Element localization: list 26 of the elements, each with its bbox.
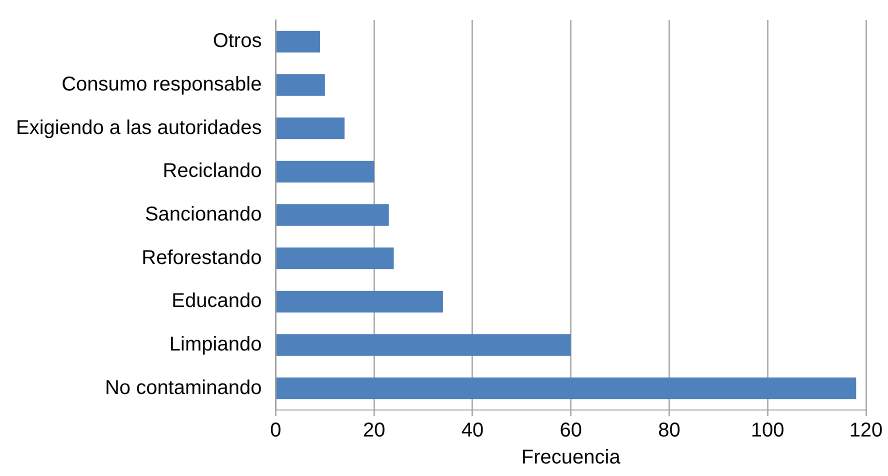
x-tick-label: 60 [560, 420, 582, 442]
y-tick-label: Educando [172, 290, 262, 312]
x-tick-label: 40 [461, 420, 484, 442]
bar [276, 290, 443, 312]
bar [276, 334, 571, 356]
x-tick-label: 100 [750, 420, 784, 442]
y-tick-label: No contaminando [104, 376, 262, 399]
x-axis-title: Frecuencia [521, 446, 622, 469]
bar [276, 30, 320, 52]
bar [276, 74, 325, 96]
bar [276, 248, 394, 270]
x-tick-label: 80 [658, 420, 680, 442]
y-tick-label: Reciclando [162, 160, 262, 182]
bar [276, 378, 856, 400]
x-tick-label: 0 [270, 420, 282, 442]
y-tick-label: Otros [212, 30, 262, 52]
y-tick-label: Sancionando [144, 204, 262, 226]
x-tick-label: 120 [849, 420, 883, 442]
bar [276, 160, 374, 182]
x-tick-label: 20 [362, 420, 386, 442]
bar [276, 118, 345, 140]
y-tick-label: Exigiendo a las autoridades [16, 116, 262, 139]
y-tick-label: Limpiando [169, 334, 262, 356]
y-tick-label: Consumo responsable [62, 74, 262, 96]
bar [276, 204, 389, 226]
y-tick-label: Reforestando [142, 246, 262, 269]
